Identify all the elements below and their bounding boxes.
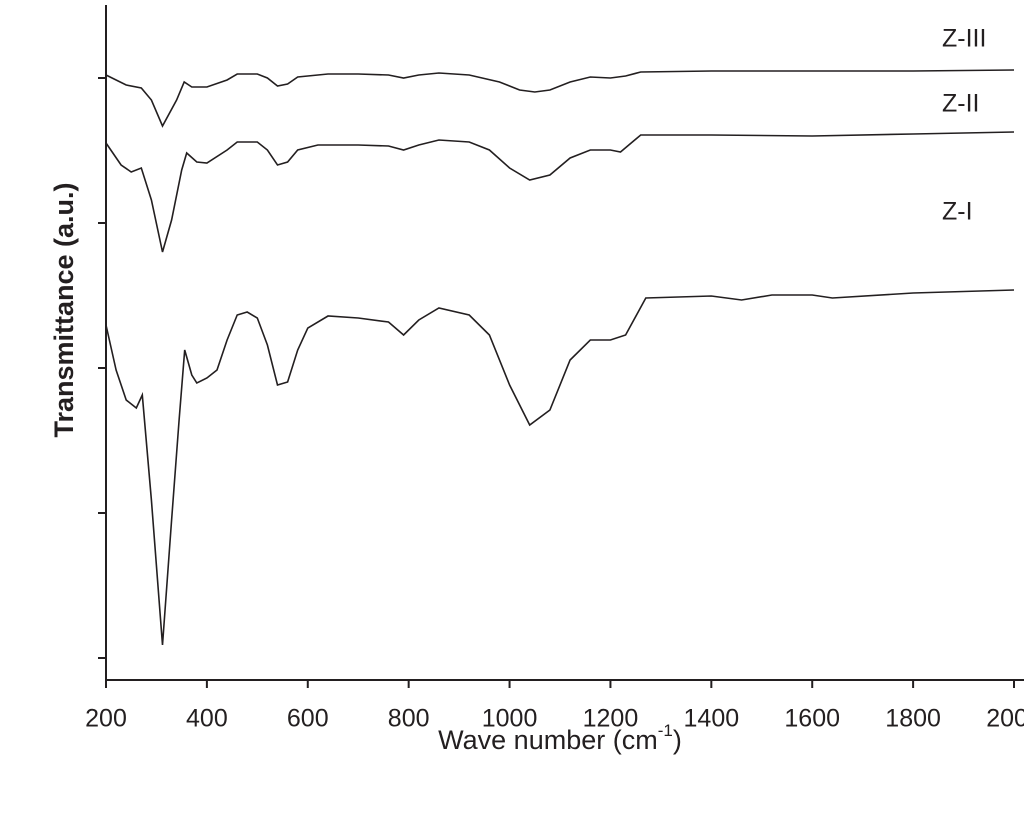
x-tick-label: 1800 [885,705,941,733]
spectrum-line [105,69,1015,128]
x-tick-label: 600 [287,705,329,733]
x-axis-title-text: Wave number (cm [438,725,658,755]
x-tick-label: 1200 [583,705,639,733]
x-tick-label: 800 [388,705,430,733]
x-axis-title-end: ) [673,725,682,755]
x-tick-label: 1600 [784,705,840,733]
y-axis-title: Transmittance (a.u.) [49,182,79,437]
x-tick-label: 400 [186,705,228,733]
x-tick-label: 1400 [684,705,740,733]
x-tick-label: 2000 [986,705,1024,733]
x-tick-label: 1000 [482,705,538,733]
spectrum-line [105,131,1015,253]
series-label: Z-II [942,90,980,118]
series-label: Z-I [942,198,973,226]
x-axis-title: Wave number (cm-1) [438,721,682,755]
series-label: Z-III [942,25,986,53]
x-tick-label: 200 [85,705,127,733]
x-axis-title-sup: -1 [658,721,673,740]
spectrum-line [105,289,1015,646]
